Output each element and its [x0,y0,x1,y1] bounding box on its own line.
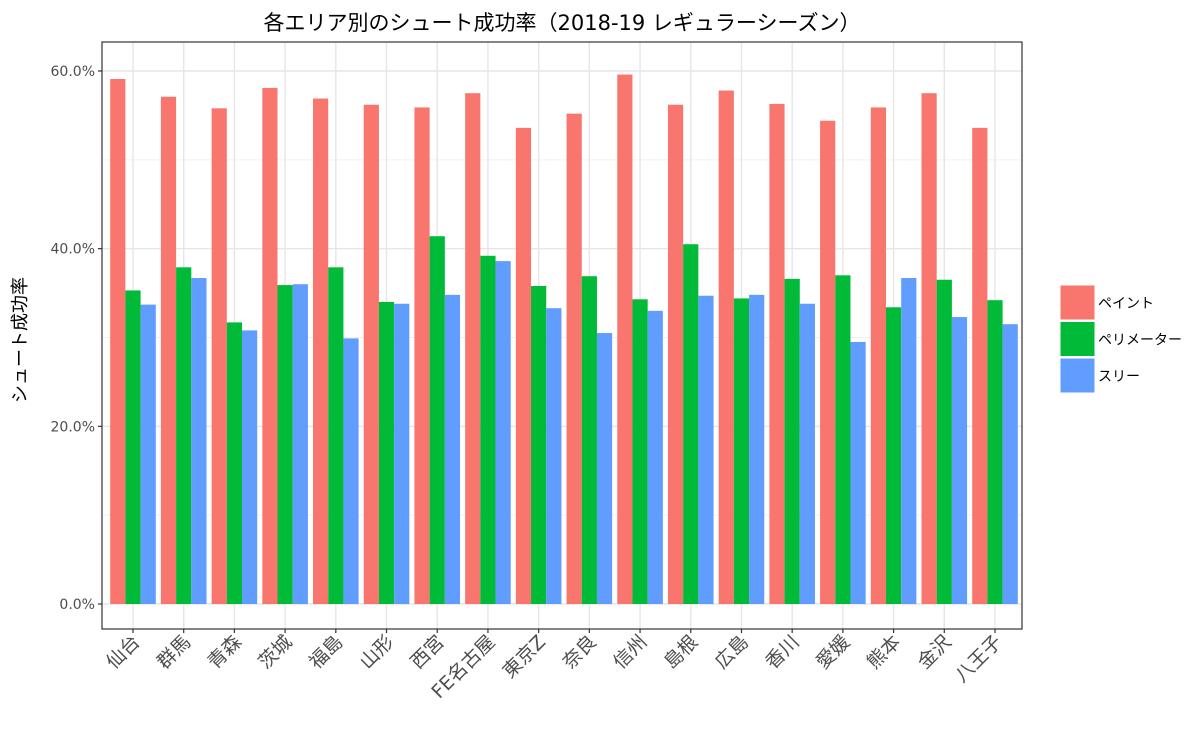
chart-title: 各エリア別のシュート成功率（2018-19 レギュラーシーズン） [264,11,861,35]
bar-スリー-西宮 [444,294,461,604]
bar-スリー-熊本 [901,277,917,604]
bar-ペイント-熊本 [870,107,886,605]
bar-ペイント-西宮 [414,107,430,605]
bar-スリー-愛媛 [850,341,866,604]
bar-ペイント-茨城 [262,87,278,604]
x-tick-label: 青森 [204,631,246,673]
bar-ペリメーター-群馬 [176,267,192,604]
bar-スリー-山形 [394,303,410,604]
bar-スリー-茨城 [292,284,308,604]
x-tick-label: 香川 [761,631,803,673]
bar-スリー-島根 [698,295,714,604]
x-tick-label: 八王子 [951,631,1007,687]
bar-スリー-仙台 [140,304,156,604]
bar-スリー-香川 [799,303,815,604]
bar-ペリメーター-島根 [683,244,699,604]
bar-ペイント-青森 [211,108,227,604]
bar-ペイント-八王子 [972,127,988,604]
x-tick-label: 山形 [356,631,398,673]
bar-ペリメーター-熊本 [885,307,902,604]
bar-スリー-信州 [647,310,663,604]
bar-スリー-FE名古屋 [495,261,511,604]
bar-スリー-八王子 [1002,324,1018,604]
bar-ペリメーター-金沢 [936,279,952,604]
legend-key-ペイント [1059,284,1096,321]
x-tick-label: 西宮 [406,631,448,673]
bar-ペイント-愛媛 [820,120,836,604]
bar-スリー-奈良 [596,333,613,604]
x-tick-label: 島根 [660,631,702,673]
y-tick-label: 60.0% [51,64,95,80]
bar-ペイント-香川 [769,103,785,604]
bar-ペイント-福島 [313,98,329,604]
bar-ペリメーター-香川 [784,278,800,604]
x-tick-label: 仙台 [102,631,144,673]
y-tick-label: 0.0% [59,597,95,613]
x-tick-label: 奈良 [558,631,600,673]
y-axis-label: シュート成功率 [10,277,31,403]
x-tick-label: 金沢 [913,631,955,673]
bar-ペイント-広島 [718,90,734,604]
y-tick-label: 20.0% [51,419,95,435]
bar-ペリメーター-東京Z [531,285,547,604]
bar-ペイント-群馬 [160,96,177,605]
bar-ペリメーター-茨城 [277,285,293,604]
bar-スリー-東京Z [546,308,562,604]
bar-ペリメーター-信州 [632,299,648,604]
bar-ペリメーター-山形 [378,301,395,604]
plot-panel-border [101,41,1023,630]
bar-ペリメーター-八王子 [987,300,1003,604]
bar-ペイント-金沢 [921,93,937,604]
y-axis: 0.0% 20.0% 40.0% 60.0% [51,64,102,613]
bars [110,74,1018,605]
bar-ペイント-仙台 [110,78,126,605]
bar-ペイント-山形 [363,104,379,605]
x-tick-label: 東京Z [499,631,551,683]
bar-ペリメーター-福島 [328,267,344,604]
bar-スリー-金沢 [951,317,968,604]
x-tick-label: 熊本 [863,631,905,673]
bar-ペイント-東京Z [515,127,532,604]
bar-ペリメーター-FE名古屋 [480,255,496,605]
legend-label: ペリメーター [1098,333,1182,349]
y-tick-label: 40.0% [51,242,95,258]
x-tick-label: 広島 [711,631,753,673]
legend-key-スリー [1059,357,1096,394]
bar-スリー-青森 [242,330,258,604]
bar-ペリメーター-仙台 [125,290,141,604]
bar-ペイント-FE名古屋 [465,93,481,604]
legend-label: スリー [1098,369,1140,385]
legend-key-ペリメーター [1059,321,1096,357]
bar-ペリメーター-広島 [733,298,750,604]
x-tick-label: 信州 [609,631,651,673]
x-tick-label: 愛媛 [812,631,854,673]
legend-label: ペイント [1098,296,1154,312]
bar-ペイント-島根 [667,104,684,605]
x-tick-label: 群馬 [153,631,195,673]
bar-ペリメーター-愛媛 [835,275,851,604]
bar-ペリメーター-西宮 [429,236,445,605]
bar-スリー-広島 [749,294,765,604]
bar-ペリメーター-青森 [226,322,243,604]
bar-スリー-福島 [343,338,359,604]
bar-ペイント-奈良 [566,113,582,604]
x-tick-label: 茨城 [254,631,296,673]
x-tick-label: 福島 [305,631,347,673]
bar-ペイント-信州 [617,74,633,604]
bar-ペリメーター-奈良 [581,276,597,604]
bar-スリー-群馬 [191,277,207,604]
